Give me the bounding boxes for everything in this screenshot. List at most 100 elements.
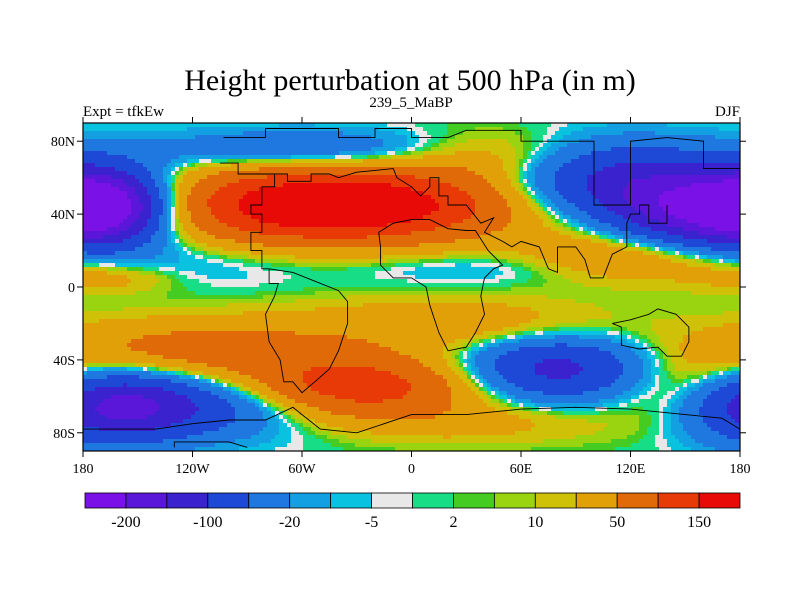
field-cell: [583, 155, 588, 160]
field-cell: [163, 163, 168, 168]
field-cell: [707, 155, 712, 160]
field-cell: [119, 143, 124, 148]
field-cell: [243, 147, 248, 152]
field-cell: [463, 175, 468, 180]
field-cell: [703, 155, 708, 160]
field-cell: [455, 199, 460, 204]
field-cell: [107, 223, 112, 228]
field-cell: [675, 131, 680, 136]
field-cell: [611, 195, 616, 200]
field-cell: [443, 187, 448, 192]
field-cell: [123, 143, 128, 148]
field-cell: [499, 179, 504, 184]
field-cell: [303, 135, 308, 140]
field-cell: [195, 187, 200, 192]
field-cell: [91, 151, 96, 156]
field-cell: [491, 203, 496, 208]
field-cell: [671, 207, 676, 212]
field-cell: [131, 231, 136, 236]
field-cell: [663, 203, 668, 208]
field-cell: [199, 159, 204, 164]
field-cell: [263, 191, 268, 196]
field-cell: [351, 239, 356, 244]
field-cell: [503, 239, 508, 244]
field-cell: [447, 183, 452, 188]
field-cell: [399, 159, 404, 164]
field-cell: [607, 235, 612, 240]
field-cell: [215, 199, 220, 204]
field-cell: [467, 231, 472, 236]
field-cell: [719, 155, 724, 160]
field-cell: [735, 235, 740, 240]
field-cell: [619, 167, 624, 172]
field-cell: [383, 227, 388, 232]
field-cell: [111, 183, 116, 188]
field-cell: [135, 195, 140, 200]
field-cell: [259, 127, 264, 132]
field-cell: [611, 151, 616, 156]
field-cell: [551, 231, 556, 236]
field-cell: [231, 139, 236, 144]
field-cell: [239, 123, 244, 128]
field-cell: [655, 127, 660, 132]
field-cell: [591, 151, 596, 156]
field-cell: [639, 155, 644, 160]
field-cell: [183, 243, 188, 248]
field-cell: [435, 191, 440, 196]
field-cell: [323, 195, 328, 200]
field-cell: [555, 223, 560, 228]
field-cell: [171, 215, 176, 220]
field-cell: [135, 227, 140, 232]
field-cell: [547, 239, 552, 244]
field-cell: [103, 211, 108, 216]
field-cell: [599, 215, 604, 220]
field-cell: [103, 215, 108, 220]
field-cell: [603, 139, 608, 144]
field-cell: [391, 231, 396, 236]
field-cell: [127, 203, 132, 208]
field-cell: [611, 187, 616, 192]
field-cell: [727, 195, 732, 200]
field-cell: [507, 231, 512, 236]
field-cell: [567, 207, 572, 212]
field-cell: [231, 151, 236, 156]
field-cell: [299, 151, 304, 156]
field-cell: [643, 179, 648, 184]
field-cell: [167, 163, 172, 168]
field-cell: [227, 151, 232, 156]
field-cell: [495, 151, 500, 156]
field-cell: [687, 207, 692, 212]
field-cell: [103, 235, 108, 240]
field-cell: [563, 223, 568, 228]
field-cell: [295, 215, 300, 220]
field-cell: [671, 159, 676, 164]
field-cell: [555, 155, 560, 160]
field-cell: [595, 135, 600, 140]
field-cell: [643, 143, 648, 148]
field-cell: [679, 183, 684, 188]
field-cell: [187, 123, 192, 128]
field-cell: [479, 199, 484, 204]
field-cell: [83, 179, 88, 184]
field-cell: [611, 139, 616, 144]
field-cell: [467, 215, 472, 220]
field-cell: [115, 123, 120, 128]
field-cell: [203, 175, 208, 180]
field-cell: [291, 147, 296, 152]
field-cell: [423, 151, 428, 156]
field-cell: [675, 147, 680, 152]
field-cell: [303, 171, 308, 176]
field-cell: [99, 155, 104, 160]
field-cell: [323, 203, 328, 208]
field-cell: [555, 167, 560, 172]
field-cell: [375, 163, 380, 168]
field-cell: [187, 203, 192, 208]
field-cell: [295, 151, 300, 156]
field-cell: [295, 203, 300, 208]
field-cell: [123, 191, 128, 196]
field-cell: [735, 131, 740, 136]
field-cell: [643, 139, 648, 144]
field-cell: [315, 235, 320, 240]
field-cell: [423, 223, 428, 228]
field-cell: [575, 163, 580, 168]
